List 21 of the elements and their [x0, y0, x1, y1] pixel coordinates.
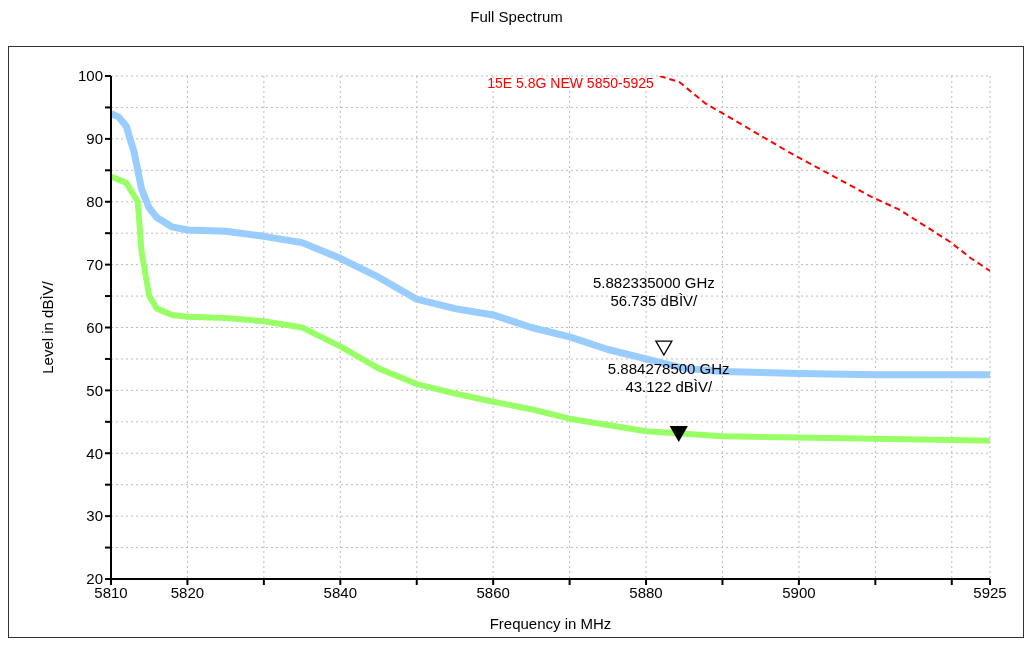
- x-tick-label: 5900: [782, 583, 816, 601]
- x-tick-label: 5860: [476, 583, 510, 601]
- y-tick-label: 70: [86, 255, 103, 273]
- x-tick-label: 5840: [323, 583, 357, 601]
- x-axis-title: Frequency in MHz: [489, 615, 612, 632]
- x-tick-label: 5925: [973, 583, 1007, 601]
- line-series: [658, 76, 990, 272]
- x-tick-label: 5820: [170, 583, 205, 601]
- series-label: 15E 5.8G NEW 5850-5925: [487, 75, 655, 91]
- annotation: 5.884278500 GHz 43.122 dBÌV/: [607, 359, 730, 395]
- y-tick-label: 80: [86, 193, 103, 211]
- chart-title: Full Spectrum: [469, 8, 564, 25]
- y-tick-label: 40: [86, 444, 103, 462]
- y-tick-label: 50: [86, 381, 103, 399]
- y-tick-label: 100: [77, 67, 103, 85]
- y-tick-label: 90: [86, 130, 103, 148]
- y-axis-title: Level in dBÌV/: [39, 280, 57, 374]
- y-tick-label: 60: [86, 318, 103, 336]
- annotation: 5.882335000 GHz 56.735 dBÌV/: [593, 274, 715, 310]
- x-tick-label: 5880: [629, 583, 663, 601]
- y-tick-label: 30: [86, 507, 103, 525]
